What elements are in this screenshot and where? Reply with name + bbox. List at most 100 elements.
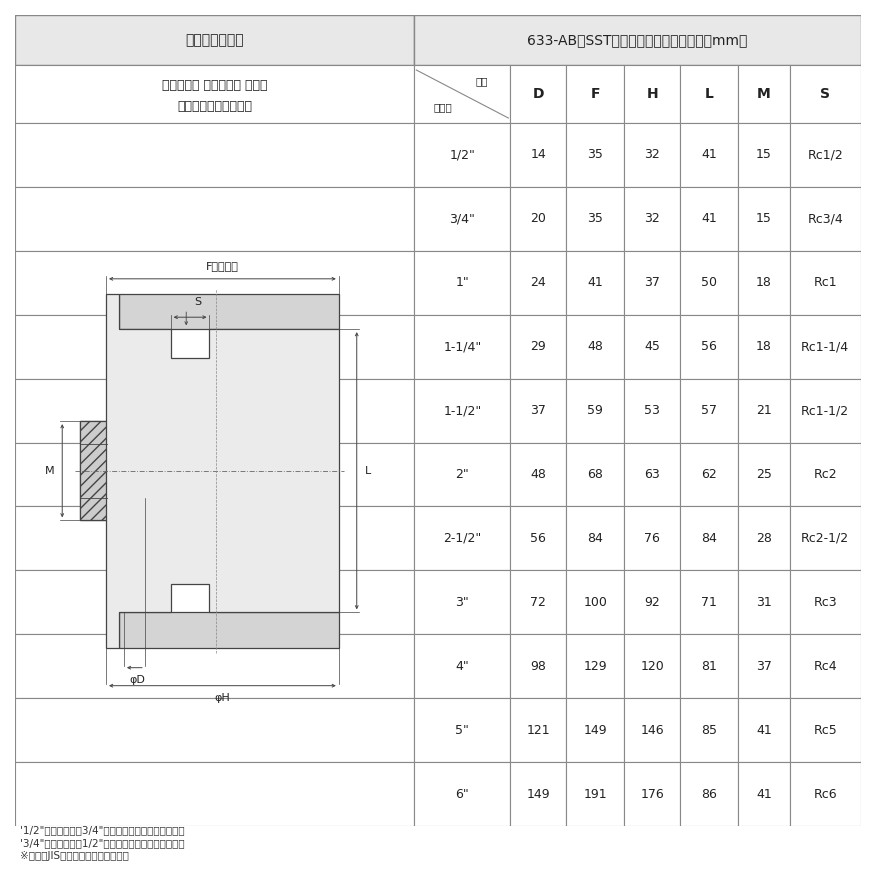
Bar [680,442,738,506]
Text: 41: 41 [756,724,772,737]
Bar [511,123,566,187]
Text: ステンレススチール製: ステンレススチール製 [177,100,252,113]
Bar [738,378,789,442]
Text: Rc2: Rc2 [814,468,837,481]
Bar [511,570,566,634]
Bar [625,314,680,378]
Text: φH: φH [215,693,230,703]
Text: 98: 98 [530,660,547,673]
Text: ※ネジはJIS管用テーパーネジです。: ※ネジはJIS管用テーパーネジです。 [20,851,129,861]
Text: 56: 56 [701,340,717,353]
Text: Rc5: Rc5 [814,724,837,737]
Bar [625,698,680,762]
Bar [15,442,414,506]
Bar [625,506,680,570]
Text: 149: 149 [583,724,607,737]
Bar [414,378,511,442]
Bar [625,251,680,314]
Text: 41: 41 [756,788,772,801]
Bar [511,314,566,378]
Bar [680,65,738,123]
Bar [625,634,680,698]
Bar [119,612,339,647]
Text: 68: 68 [587,468,604,481]
Bar [119,293,339,329]
Text: 4": 4" [456,660,470,673]
Text: S: S [820,87,830,101]
Text: 57: 57 [701,404,717,417]
Text: 121: 121 [526,724,550,737]
Text: 18: 18 [756,276,772,289]
Text: Rc1-1/4: Rc1-1/4 [802,340,850,353]
Text: 37: 37 [530,404,547,417]
Text: Rc6: Rc6 [814,788,837,801]
Text: 62: 62 [702,468,717,481]
Bar [81,421,106,520]
Bar [15,65,414,123]
Bar [789,506,861,570]
Bar [15,15,414,65]
Text: 32: 32 [645,148,660,161]
Text: 35: 35 [587,212,604,225]
Bar [566,762,625,826]
Text: H: H [646,87,658,101]
Bar [511,442,566,506]
Text: L: L [704,87,714,101]
Bar [414,698,511,762]
Text: 15: 15 [756,148,772,161]
Text: 3": 3" [456,596,470,609]
Text: Rc2-1/2: Rc2-1/2 [802,532,850,545]
Text: Rc1-1/2: Rc1-1/2 [802,404,850,417]
Bar [738,634,789,698]
Bar [625,378,680,442]
Bar [414,15,861,65]
Bar [15,698,414,762]
Text: M: M [757,87,771,101]
Text: 1": 1" [456,276,470,289]
Text: Rc1: Rc1 [814,276,837,289]
Text: 6": 6" [456,788,470,801]
Bar [680,570,738,634]
Bar [625,65,680,123]
Text: 28: 28 [756,532,772,545]
Bar [625,123,680,187]
Text: 15: 15 [756,212,772,225]
Text: '3/4"アダプターは1/2"カプラーにも接続できます。: '3/4"アダプターは1/2"カプラーにも接続できます。 [20,838,185,848]
Text: 59: 59 [587,404,604,417]
Text: 63: 63 [645,468,660,481]
Bar [511,506,566,570]
Bar [566,314,625,378]
Text: 120: 120 [640,660,664,673]
Text: 100: 100 [583,596,607,609]
Bar [511,65,566,123]
Bar [789,570,861,634]
Bar [625,442,680,506]
Bar [680,123,738,187]
Bar [15,123,414,187]
Text: 5": 5" [456,724,470,737]
Text: 92: 92 [645,596,660,609]
Bar [566,570,625,634]
Text: 45: 45 [644,340,661,353]
Bar [680,762,738,826]
Bar [789,65,861,123]
Text: 1/2": 1/2" [449,148,476,161]
Bar [680,634,738,698]
Text: サイズ: サイズ [434,102,453,112]
Text: 85: 85 [701,724,717,737]
Bar [566,442,625,506]
Text: カムロック アダプター メネジ: カムロック アダプター メネジ [162,79,267,92]
Text: 76: 76 [644,532,661,545]
Bar [414,762,511,826]
Text: 48: 48 [530,468,547,481]
Text: 20: 20 [530,212,547,225]
Bar [414,314,511,378]
Bar [789,698,861,762]
Bar [738,123,789,187]
Text: F: F [590,87,600,101]
Text: 149: 149 [526,788,550,801]
Bar [680,698,738,762]
Text: 2": 2" [456,468,470,481]
Text: '1/2"アダプターは3/4"カプラーにも接続できます。: '1/2"アダプターは3/4"カプラーにも接続できます。 [20,825,185,835]
Text: 53: 53 [644,404,661,417]
